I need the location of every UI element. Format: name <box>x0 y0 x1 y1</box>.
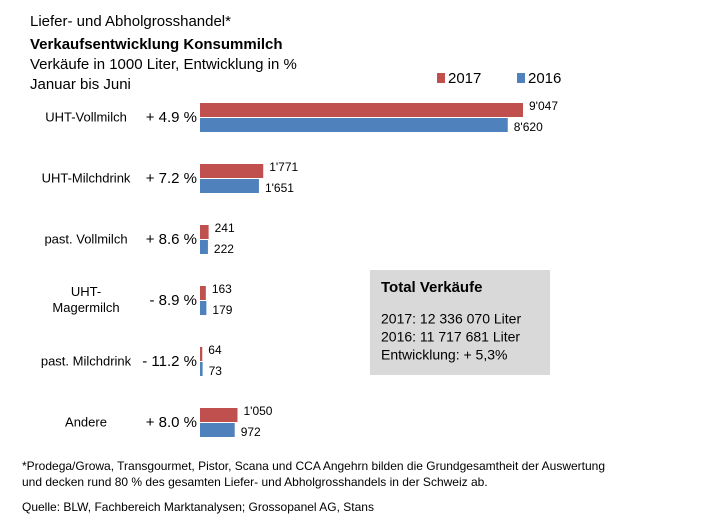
value-label: 8'620 <box>514 120 543 134</box>
value-label: 1'771 <box>269 160 298 174</box>
change-label: + 4.9 % <box>146 109 197 126</box>
bar <box>200 408 238 422</box>
category-label: Andere <box>65 414 107 429</box>
value-label: 972 <box>241 425 261 439</box>
value-label: 1'651 <box>265 181 294 195</box>
value-label: 9'047 <box>529 99 558 113</box>
value-label: 163 <box>212 282 232 296</box>
bar <box>200 179 259 193</box>
footnote: *Prodega/Growa, Transgourmet, Pistor, Sc… <box>22 459 605 473</box>
supertitle: Liefer- und Abholgrosshandel* <box>30 13 231 30</box>
summary-line: Entwicklung: + 5,3% <box>381 347 507 363</box>
value-label: 241 <box>215 221 235 235</box>
summary-line: 2017: 12 336 070 Liter <box>381 311 521 327</box>
change-label: + 8.0 % <box>146 414 197 431</box>
legend-label: 2016 <box>528 70 561 87</box>
summary-line: 2016: 11 717 681 Liter <box>381 329 520 345</box>
value-label: 64 <box>208 343 222 357</box>
legend-label: 2017 <box>448 70 481 87</box>
category-label: UHT-Milchdrink <box>42 170 131 185</box>
bar <box>200 362 203 376</box>
footnote: und decken rund 80 % des gesamten Liefer… <box>22 475 488 489</box>
legend-swatch <box>517 73 525 83</box>
bar <box>200 225 209 239</box>
legend-swatch <box>437 73 445 83</box>
bar <box>200 103 523 117</box>
summary-title: Total Verkäufe <box>381 279 482 296</box>
value-label: 73 <box>209 364 223 378</box>
value-label: 1'050 <box>243 404 272 418</box>
bar <box>200 286 206 300</box>
change-label: + 8.6 % <box>146 231 197 248</box>
bar <box>200 118 508 132</box>
subtitle: Verkäufe in 1000 Liter, Entwicklung in % <box>30 56 297 73</box>
period: Januar bis Juni <box>30 76 131 93</box>
bar <box>200 347 203 361</box>
bar <box>200 164 264 178</box>
chart-title: Verkaufsentwicklung Konsummilch <box>30 36 283 53</box>
bar <box>200 240 208 254</box>
change-label: + 7.2 % <box>146 170 197 187</box>
category-label: UHT-Magermilch <box>52 284 119 315</box>
bar <box>200 423 235 437</box>
category-label: past. Milchdrink <box>41 353 132 368</box>
change-label: - 11.2 % <box>142 353 197 370</box>
bar <box>200 301 207 315</box>
category-label: UHT-Vollmilch <box>45 109 127 124</box>
category-label: past. Vollmilch <box>44 231 127 246</box>
source: Quelle: BLW, Fachbereich Marktanalysen; … <box>22 500 374 514</box>
value-label: 179 <box>212 303 232 317</box>
value-label: 222 <box>214 242 234 256</box>
change-label: - 8.9 % <box>149 292 197 309</box>
summary-box <box>370 270 550 375</box>
